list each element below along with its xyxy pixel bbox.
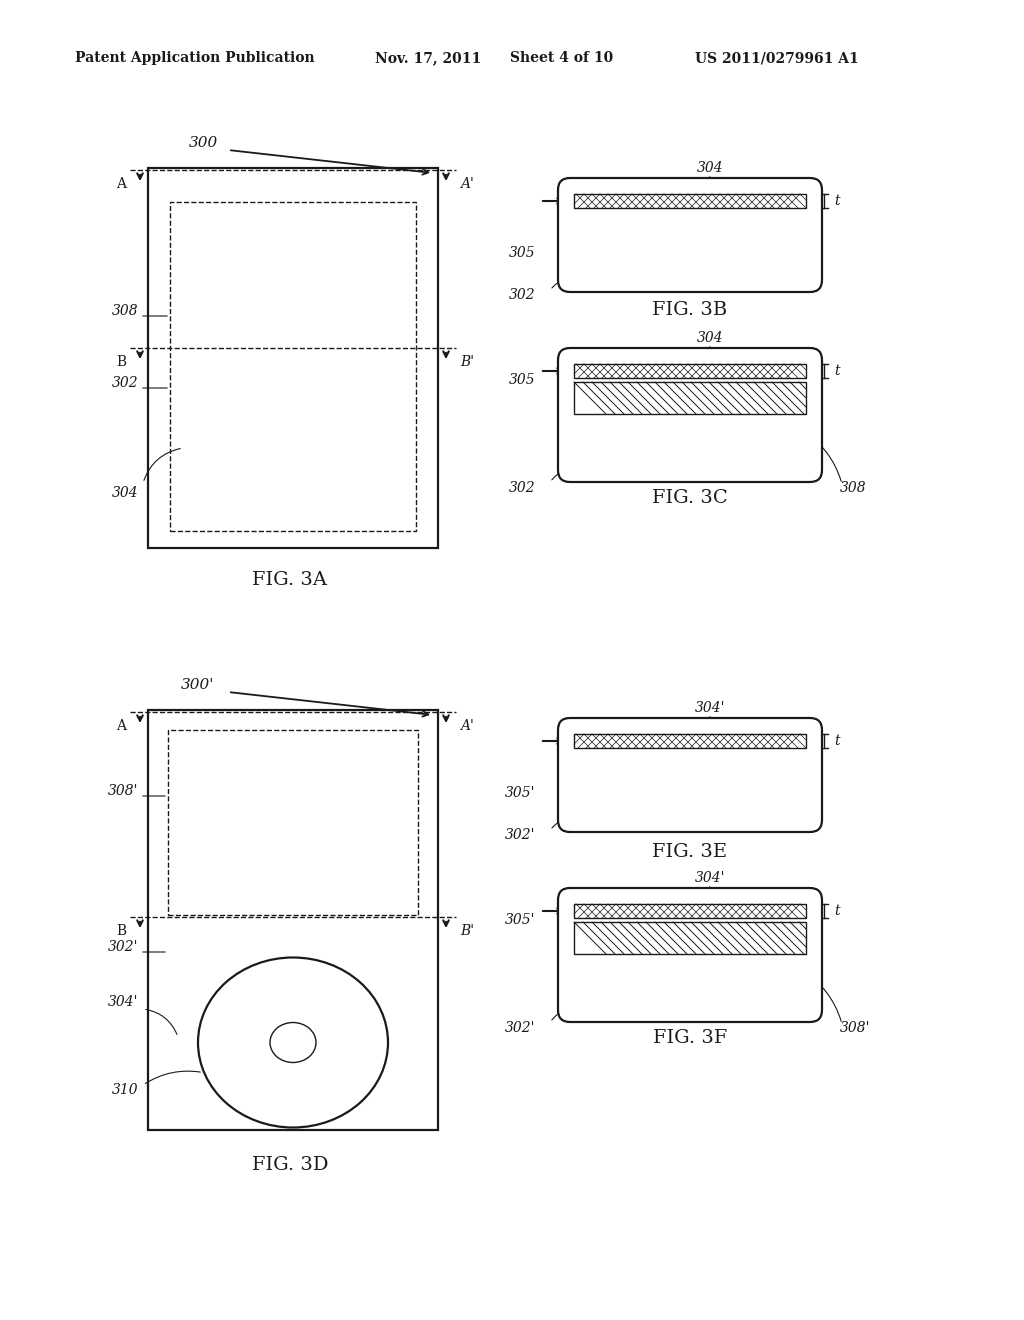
Bar (574, 904, 806, 917)
Text: 308: 308 (112, 304, 138, 318)
Text: 300': 300' (181, 678, 215, 692)
Text: FIG. 3A: FIG. 3A (253, 572, 328, 589)
Bar (148, 710, 438, 1130)
Text: A: A (116, 719, 126, 733)
Bar (574, 381, 806, 414)
Text: 308: 308 (840, 480, 866, 495)
Text: 305': 305' (505, 913, 535, 927)
Bar (170, 202, 416, 531)
Text: B: B (116, 924, 126, 939)
Text: 304: 304 (696, 331, 723, 345)
Text: Patent Application Publication: Patent Application Publication (75, 51, 314, 65)
Text: A': A' (460, 719, 474, 733)
Text: FIG. 3D: FIG. 3D (252, 1156, 329, 1173)
Text: Sheet 4 of 10: Sheet 4 of 10 (510, 51, 613, 65)
Bar (574, 364, 806, 378)
Bar (574, 921, 806, 954)
Text: 300: 300 (188, 136, 218, 150)
Text: US 2011/0279961 A1: US 2011/0279961 A1 (695, 51, 859, 65)
Text: t: t (834, 364, 840, 378)
Text: B': B' (460, 924, 474, 939)
Text: 305: 305 (508, 246, 535, 260)
Text: FIG. 3F: FIG. 3F (653, 1030, 727, 1047)
Text: 302: 302 (508, 288, 535, 302)
Text: 304': 304' (694, 871, 725, 884)
Text: 305: 305 (508, 374, 535, 387)
Text: B: B (116, 355, 126, 370)
Text: Nov. 17, 2011: Nov. 17, 2011 (375, 51, 481, 65)
Text: 304': 304' (108, 995, 138, 1008)
Text: FIG. 3C: FIG. 3C (652, 488, 728, 507)
Text: t: t (834, 194, 840, 209)
FancyBboxPatch shape (558, 718, 822, 832)
Text: 308': 308' (108, 784, 138, 799)
Ellipse shape (270, 1023, 316, 1063)
Bar (148, 168, 438, 548)
Text: FIG. 3E: FIG. 3E (652, 843, 727, 861)
FancyBboxPatch shape (558, 348, 822, 482)
Bar (168, 730, 418, 915)
Text: 302': 302' (505, 828, 535, 842)
Text: 302': 302' (108, 940, 138, 954)
Text: 302': 302' (505, 1020, 535, 1035)
Text: t: t (834, 904, 840, 917)
Text: 310: 310 (112, 1082, 138, 1097)
FancyBboxPatch shape (558, 178, 822, 292)
Text: 302: 302 (508, 480, 535, 495)
Text: B': B' (460, 355, 474, 370)
Bar (574, 194, 806, 209)
Text: FIG. 3B: FIG. 3B (652, 301, 728, 319)
Text: 305': 305' (505, 785, 535, 800)
Text: 304': 304' (694, 701, 725, 715)
Text: 302: 302 (112, 376, 138, 389)
Ellipse shape (198, 957, 388, 1127)
Text: t: t (834, 734, 840, 748)
Text: A: A (116, 177, 126, 191)
Text: 304: 304 (696, 161, 723, 176)
Bar (574, 734, 806, 748)
FancyBboxPatch shape (558, 888, 822, 1022)
Text: 304: 304 (112, 486, 138, 500)
Text: A': A' (460, 177, 474, 191)
Text: 308': 308' (840, 1020, 870, 1035)
